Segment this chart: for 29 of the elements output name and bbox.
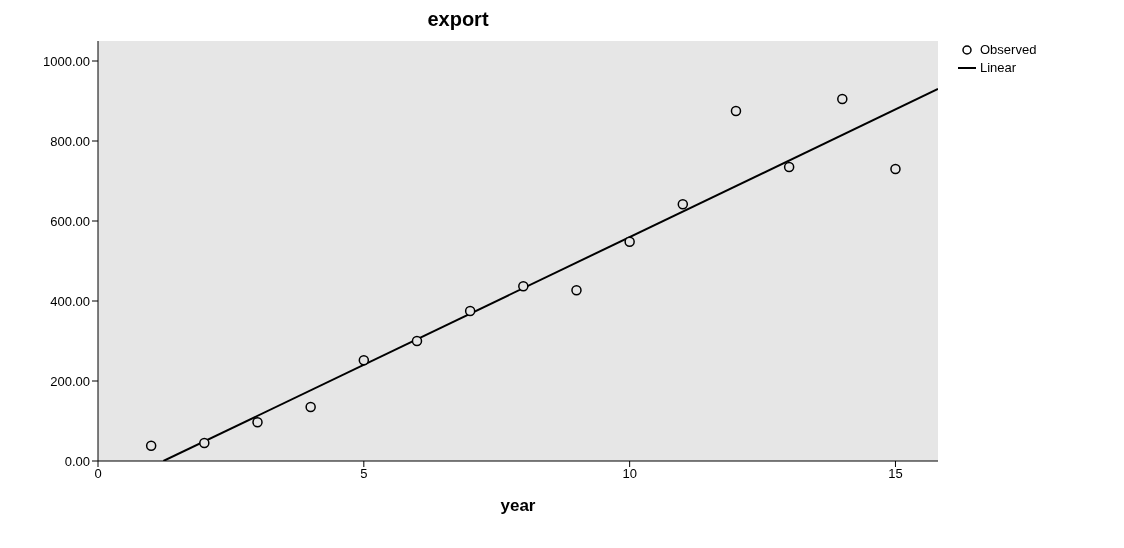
point xyxy=(252,416,263,428)
point xyxy=(358,354,370,366)
point xyxy=(464,305,476,317)
x-tick-label: 5 xyxy=(360,466,368,482)
point xyxy=(518,280,529,292)
point xyxy=(624,236,635,248)
point xyxy=(890,163,901,175)
chart-title: export xyxy=(426,8,490,31)
y-tick-label: 400.00 xyxy=(50,293,90,309)
point xyxy=(305,401,316,413)
point xyxy=(837,93,848,105)
y-tick-label: 800.00 xyxy=(50,133,90,149)
point xyxy=(411,335,423,347)
point xyxy=(730,105,742,117)
y-tick-label: 1000.00 xyxy=(43,53,90,69)
y-tick-label: 0.00 xyxy=(64,453,90,469)
point xyxy=(571,284,582,296)
x-tick-label: 10 xyxy=(622,466,637,482)
legend-label: Observed xyxy=(980,41,1037,59)
point xyxy=(677,198,689,210)
x-tick-label: 0 xyxy=(94,466,102,482)
legend-label: Linear xyxy=(980,59,1017,77)
x-axis-title: year xyxy=(500,496,536,515)
y-tick-label: 600.00 xyxy=(50,213,90,229)
point xyxy=(145,440,157,452)
y-tick-label: 200.00 xyxy=(50,373,90,389)
x-tick-label: 15 xyxy=(888,466,903,482)
point xyxy=(783,161,795,173)
point xyxy=(199,437,210,449)
